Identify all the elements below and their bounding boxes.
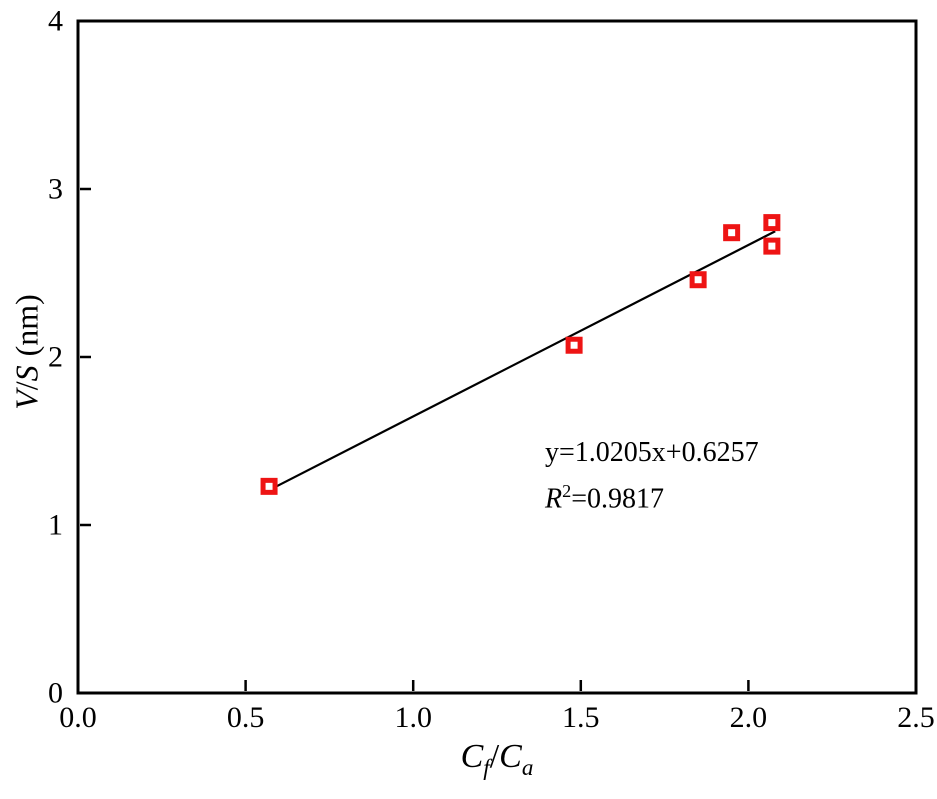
plot-frame <box>76 19 918 695</box>
r-squared-exponent: 2 <box>562 481 572 501</box>
ylabel-slash: / <box>8 381 45 391</box>
r-squared-text: R2=0.9817 <box>545 472 759 518</box>
ylabel-var-v: V <box>8 390 45 410</box>
y-tick-label: 3 <box>48 173 63 206</box>
x-tick-label: 2.0 <box>730 701 768 734</box>
data-point-marker <box>723 224 741 242</box>
y-axis-label: V/S (nm) <box>9 294 46 410</box>
x-tick-label: 0.5 <box>227 701 265 734</box>
xlabel-sub-f: f <box>483 754 490 781</box>
xlabel-slash: / <box>489 738 500 775</box>
data-point-marker <box>763 237 781 255</box>
x-tick-label: 1.0 <box>394 701 432 734</box>
data-point-marker <box>763 214 781 232</box>
xlabel-sub-a: a <box>521 754 534 781</box>
fit-equation-text: y=1.0205x+0.6257 <box>545 437 759 468</box>
x-tick-label: 0.0 <box>59 701 97 734</box>
data-point-marker <box>260 477 278 495</box>
r-squared-var: R <box>545 483 563 515</box>
ylabel-unit: (nm) <box>8 294 45 357</box>
y-tick-label: 4 <box>48 5 63 38</box>
r-squared-value: =0.9817 <box>571 483 664 515</box>
x-tick-label: 2.5 <box>897 701 935 734</box>
xlabel-var-c1: C <box>460 738 484 775</box>
y-tick-label: 1 <box>48 509 63 542</box>
x-tick-label: 1.5 <box>562 701 600 734</box>
fit-annotation: y=1.0205x+0.6257 R2=0.9817 <box>545 434 759 518</box>
y-tick-label: 0 <box>48 677 63 710</box>
data-point-marker <box>565 336 583 354</box>
y-tick-label: 2 <box>48 341 63 374</box>
x-axis-label: Cf/Ca <box>78 738 916 782</box>
ylabel-var-s: S <box>8 365 45 382</box>
data-point-marker <box>689 271 707 289</box>
xlabel-var-c2: C <box>499 738 522 775</box>
